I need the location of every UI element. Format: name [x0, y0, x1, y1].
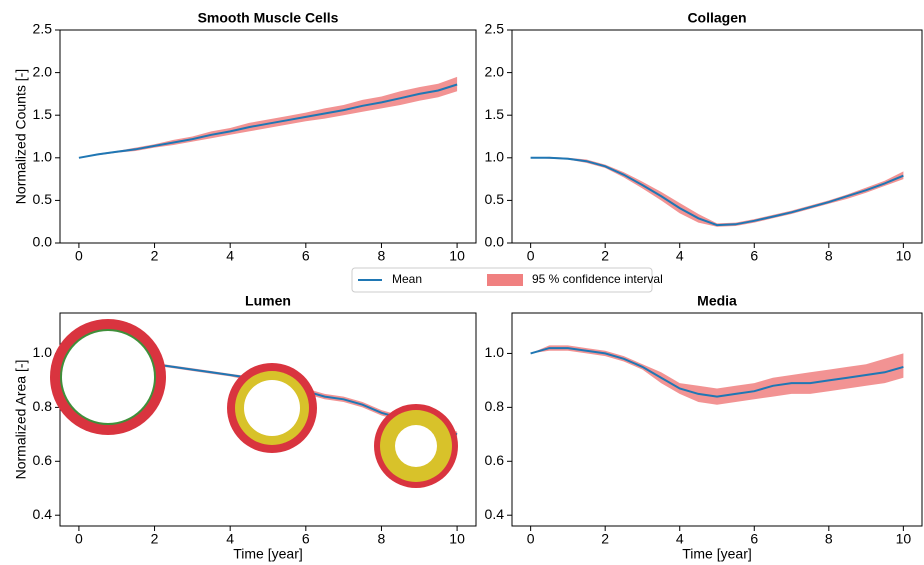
y-tick-label: 0.8 — [33, 398, 53, 414]
x-axis-label: Time [year] — [233, 546, 303, 562]
y-tick-label: 0.0 — [33, 234, 53, 250]
mean-line — [530, 156, 904, 227]
legend-swatch — [487, 274, 523, 286]
y-tick-label: 0.0 — [485, 234, 505, 250]
x-tick-label: 4 — [676, 531, 684, 547]
axes-frame — [59, 312, 477, 527]
axes-frame — [511, 312, 923, 527]
x-tick-label: 10 — [896, 531, 912, 547]
x-tick-label: 10 — [449, 248, 465, 264]
x-tick-label: 8 — [825, 248, 833, 264]
x-tick-label: 4 — [676, 248, 684, 264]
x-tick-label: 6 — [302, 531, 310, 547]
y-axis-label: Normalized Counts [-] — [13, 69, 29, 204]
x-tick-label: 6 — [302, 248, 310, 264]
x-tick-label: 10 — [449, 531, 465, 547]
subplot-title: Collagen — [687, 10, 746, 26]
y-axis-label: Normalized Area [-] — [13, 360, 29, 480]
y-tick-label: 0.4 — [33, 506, 53, 522]
cross-section-lumen — [244, 380, 300, 436]
y-tick-label: 2.5 — [485, 21, 505, 37]
axes-frame — [511, 29, 923, 244]
cross-section-lumen — [62, 331, 154, 423]
subplot-title: Media — [697, 293, 737, 309]
subplot-title: Lumen — [245, 293, 291, 309]
x-tick-label: 0 — [75, 248, 83, 264]
x-tick-label: 0 — [75, 531, 83, 547]
confidence-band — [530, 156, 904, 227]
x-tick-label: 8 — [825, 531, 833, 547]
x-tick-label: 2 — [601, 248, 609, 264]
x-tick-label: 2 — [151, 248, 159, 264]
y-tick-label: 0.4 — [485, 506, 505, 522]
y-tick-label: 1.0 — [33, 149, 53, 165]
x-tick-label: 2 — [151, 531, 159, 547]
x-tick-label: 10 — [896, 248, 912, 264]
legend-label: Mean — [392, 272, 422, 286]
lumen-cross-sections — [50, 319, 458, 488]
x-tick-label: 8 — [378, 248, 386, 264]
mean-line — [530, 347, 904, 398]
legend: Mean 95 % confidence interval — [351, 267, 663, 293]
y-tick-label: 1.0 — [485, 149, 505, 165]
y-tick-label: 1.0 — [485, 344, 505, 360]
x-tick-label: 8 — [378, 531, 386, 547]
y-tick-label: 0.6 — [33, 452, 53, 468]
y-tick-label: 1.5 — [485, 106, 505, 122]
y-tick-label: 1.0 — [33, 344, 53, 360]
x-tick-label: 6 — [750, 248, 758, 264]
x-tick-label: 0 — [527, 248, 535, 264]
legend-label: 95 % confidence interval — [532, 272, 663, 286]
x-tick-label: 6 — [750, 531, 758, 547]
x-tick-label: 4 — [226, 248, 234, 264]
y-tick-label: 0.8 — [485, 398, 505, 414]
mean-line — [78, 83, 458, 159]
x-axis-label: Time [year] — [682, 546, 752, 562]
y-tick-label: 0.5 — [33, 191, 53, 207]
y-tick-label: 2.5 — [33, 21, 53, 37]
x-tick-label: 4 — [226, 531, 234, 547]
x-tick-label: 0 — [527, 531, 535, 547]
y-tick-label: 2.0 — [485, 63, 505, 79]
confidence-band — [530, 345, 904, 405]
confidence-band — [78, 76, 458, 158]
y-tick-label: 0.6 — [485, 452, 505, 468]
x-tick-label: 2 — [601, 531, 609, 547]
cross-section-lumen — [395, 425, 437, 467]
y-tick-label: 1.5 — [33, 106, 53, 122]
subplot-title: Smooth Muscle Cells — [198, 10, 339, 26]
axes-frame — [59, 29, 477, 244]
y-tick-label: 2.0 — [33, 63, 53, 79]
plots: 0 2 4 6 8 10 0.0 0.5 1.0 1.5 2.0 2.5 Smooth Muscle C… — [13, 10, 923, 562]
y-tick-label: 0.5 — [485, 191, 505, 207]
